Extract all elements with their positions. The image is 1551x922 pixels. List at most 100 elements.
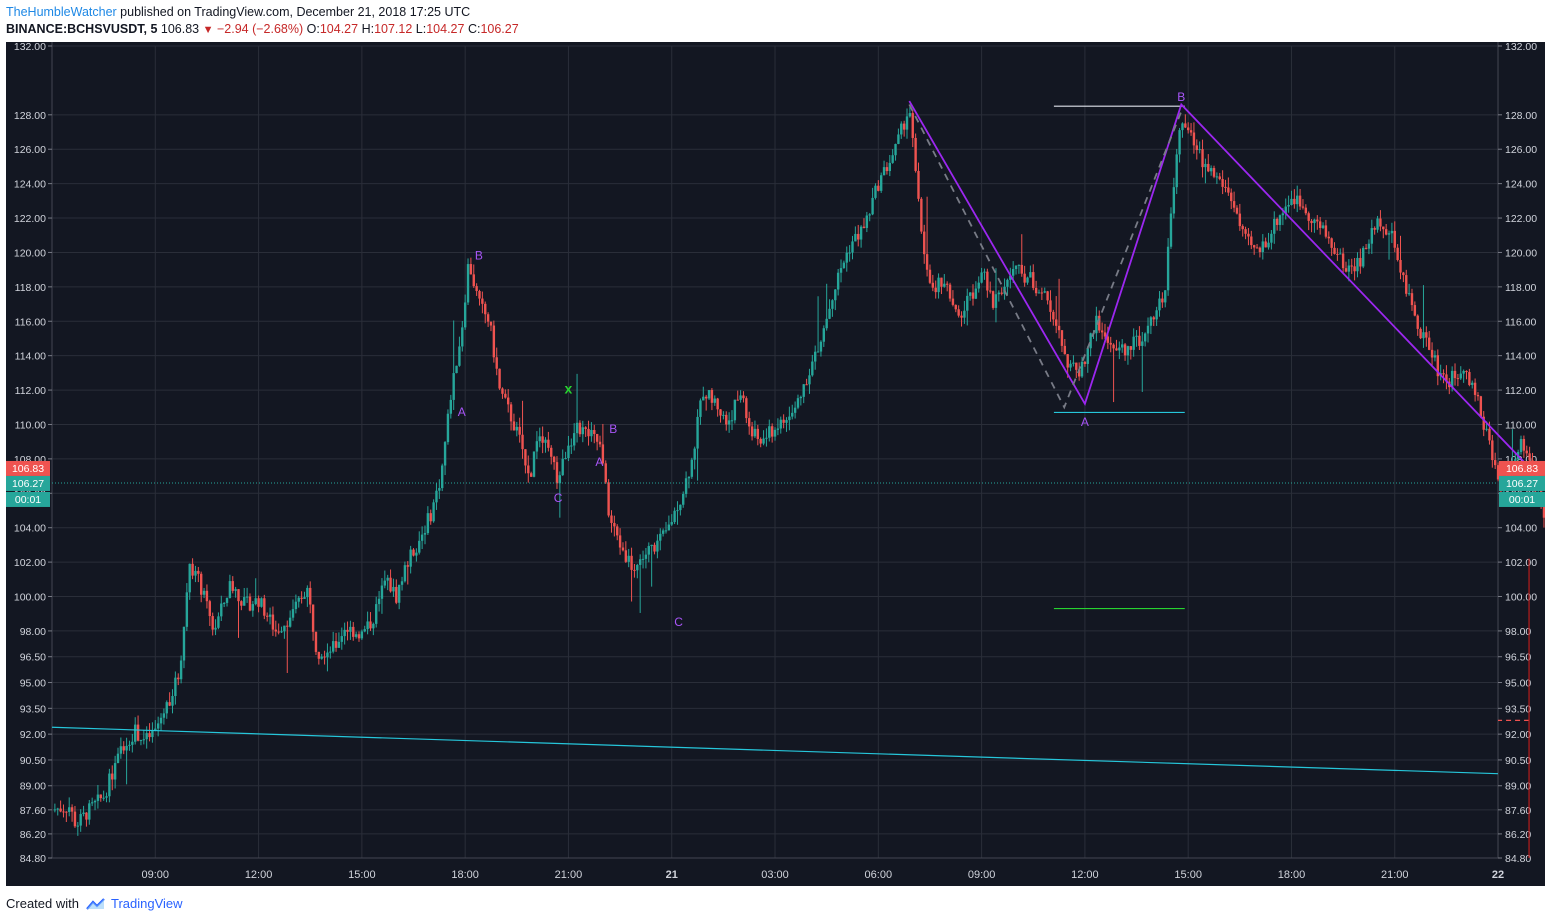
chart-panel[interactable]: 09:00 12:00 15:00 18:00 21:00 21 03:00 06:00 09:… xyxy=(6,42,1545,886)
candle-body xyxy=(570,445,573,447)
candle-body xyxy=(894,143,897,156)
candle-body xyxy=(254,598,257,605)
candle-body xyxy=(908,113,912,117)
candle-body xyxy=(684,478,688,494)
candle-body xyxy=(1235,207,1239,214)
candle-body xyxy=(966,295,969,311)
candle-body xyxy=(389,577,392,592)
candle-body xyxy=(159,717,163,724)
candle-body xyxy=(561,458,564,476)
close-price-badge-left: 106.27 xyxy=(6,475,50,491)
candle-body xyxy=(171,696,174,706)
candle-body xyxy=(1382,226,1385,230)
candle-body xyxy=(1476,394,1480,397)
candle-body xyxy=(1083,361,1087,364)
low-label: L: xyxy=(415,22,427,36)
candle-body xyxy=(435,490,438,503)
candle-body xyxy=(509,404,513,422)
candle-body xyxy=(805,384,808,386)
candle-body xyxy=(1132,336,1135,350)
candle-body xyxy=(62,811,65,813)
candle-body xyxy=(613,522,616,527)
candle-body xyxy=(199,573,203,595)
candle-body xyxy=(768,426,771,438)
candle-body xyxy=(1089,333,1092,349)
candle-body xyxy=(1301,206,1305,208)
candle-body xyxy=(59,808,62,812)
candle-body xyxy=(828,308,831,319)
candle-body xyxy=(1376,218,1379,230)
author-link[interactable]: TheHumbleWatcher xyxy=(6,5,117,19)
candle-body xyxy=(756,428,760,439)
candle-body xyxy=(1258,247,1262,253)
candle-body xyxy=(834,289,837,301)
candle-body xyxy=(383,580,387,586)
candle-body xyxy=(297,597,300,602)
candle-body xyxy=(819,341,823,352)
y-tick-label-left: 112.00 xyxy=(15,385,46,397)
candle-body xyxy=(854,233,857,242)
candle-body xyxy=(1055,319,1058,326)
candle-body xyxy=(469,264,473,275)
candle-body xyxy=(1046,291,1049,301)
candle-body xyxy=(951,298,955,305)
candle-body xyxy=(753,428,757,437)
candle-body xyxy=(822,328,826,342)
candle-body xyxy=(679,504,682,511)
y-tick-label-right: 95.00 xyxy=(1505,678,1531,690)
candle-body xyxy=(742,395,745,399)
y-tick-label-left: 95.00 xyxy=(20,678,46,690)
candle-body xyxy=(595,433,599,442)
candle-body xyxy=(859,226,863,240)
x-axis: 09:00 12:00 15:00 18:00 21:00 21 03:00 06:00 09:… xyxy=(142,869,1505,881)
candle-body xyxy=(1370,228,1374,244)
y-tick-label-left: 104.00 xyxy=(14,523,46,535)
candle-body xyxy=(1224,186,1227,188)
candle-body xyxy=(845,252,848,263)
candle-body xyxy=(406,565,409,567)
candle-body xyxy=(710,390,714,403)
candle-body xyxy=(478,291,481,299)
x-tick-label: 06:00 xyxy=(865,869,893,881)
candle-body xyxy=(707,390,711,399)
candle-body xyxy=(1410,293,1414,306)
candle-body xyxy=(532,451,536,477)
candle-body xyxy=(1453,370,1457,379)
candle-body xyxy=(1098,315,1101,331)
candle-body xyxy=(1284,206,1287,214)
candle-body xyxy=(1528,453,1531,461)
tradingview-link[interactable]: TradingView xyxy=(111,896,183,911)
candle-body xyxy=(165,702,168,714)
candle-body xyxy=(986,271,989,291)
candle-body xyxy=(1158,298,1161,311)
candle-body xyxy=(300,597,303,599)
symbol-line: BINANCE:BCHSVUSDT, 5 106.83 ▼ −2.94 (−2.… xyxy=(6,22,519,36)
candle-body xyxy=(461,327,464,347)
candle-body xyxy=(228,581,232,598)
candle-body xyxy=(871,197,874,215)
candle-body xyxy=(1270,233,1273,243)
candle-body xyxy=(1496,465,1500,480)
last-price-badge-right: 106.83 xyxy=(1499,460,1545,476)
candle-body xyxy=(1181,123,1184,131)
candle-body xyxy=(788,416,791,421)
price-chart[interactable]: 09:00 12:00 15:00 18:00 21:00 21 03:00 06:00 09:… xyxy=(6,42,1545,886)
candle-body xyxy=(914,137,917,171)
candle-body xyxy=(400,581,404,585)
candle-body xyxy=(306,587,309,598)
candle-body xyxy=(1324,225,1328,237)
y-tick-label-right: 87.60 xyxy=(1505,805,1531,817)
candle-body xyxy=(676,510,679,512)
candle-body xyxy=(836,272,840,290)
candle-body xyxy=(825,318,828,329)
candle-body xyxy=(311,604,315,632)
candle-body xyxy=(943,283,946,287)
candle-body xyxy=(719,409,722,416)
candle-body xyxy=(601,444,605,464)
candle-body xyxy=(547,439,550,448)
candle-body xyxy=(902,123,906,130)
candle-body xyxy=(1405,275,1408,294)
x-tick-label: 12:00 xyxy=(1071,869,1099,881)
candle-body xyxy=(125,745,128,751)
candle-body xyxy=(1218,176,1221,180)
